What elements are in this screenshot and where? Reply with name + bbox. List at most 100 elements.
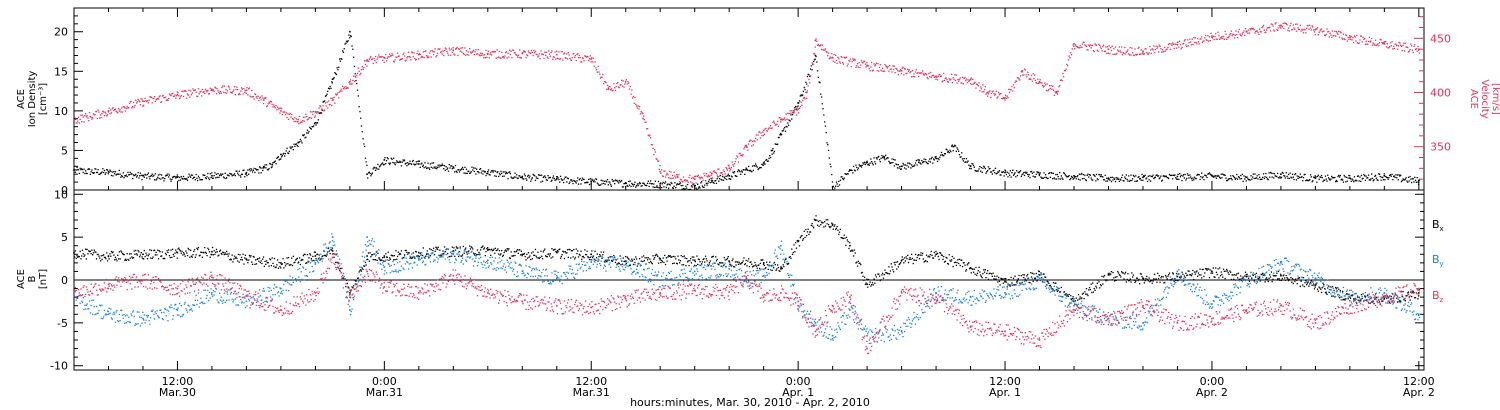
bx-point xyxy=(953,257,955,259)
velocity-point xyxy=(297,121,299,123)
velocity-point xyxy=(1177,41,1179,43)
density-point xyxy=(1388,177,1390,179)
density-point xyxy=(274,160,276,162)
velocity-point xyxy=(1231,35,1233,37)
bx-point xyxy=(311,260,313,262)
velocity-point xyxy=(672,174,674,177)
bx-point xyxy=(1104,279,1106,281)
velocity-point xyxy=(559,58,561,60)
density-point xyxy=(1215,177,1218,179)
density-point xyxy=(831,181,834,183)
bx-point xyxy=(123,254,125,256)
bx-point xyxy=(896,261,899,263)
velocity-point xyxy=(623,86,625,88)
velocity-point xyxy=(1225,33,1227,35)
bx-point xyxy=(200,251,202,253)
velocity-point xyxy=(298,123,300,125)
density-point xyxy=(549,176,551,179)
bx-point xyxy=(235,256,237,258)
bx-point xyxy=(1135,277,1138,279)
density-point xyxy=(682,187,685,190)
velocity-point xyxy=(167,99,169,101)
velocity-point xyxy=(1362,36,1364,39)
density-point xyxy=(808,74,810,76)
velocity-point xyxy=(1215,33,1217,35)
bx-point xyxy=(553,249,555,251)
velocity-point xyxy=(282,111,284,113)
density-point xyxy=(1222,174,1225,176)
velocity-point xyxy=(1056,93,1059,95)
density-point xyxy=(637,184,639,187)
density-point xyxy=(1307,179,1309,182)
density-point xyxy=(795,108,798,110)
velocity-point xyxy=(616,82,618,85)
velocity-point xyxy=(780,121,782,123)
density-point xyxy=(1135,180,1138,182)
density-point xyxy=(736,175,738,177)
density-point xyxy=(798,100,801,102)
density-point xyxy=(733,172,735,174)
velocity-data-point xyxy=(1142,50,1144,53)
bx-point xyxy=(1089,288,1091,291)
density-point xyxy=(1272,172,1274,175)
velocity-point xyxy=(1005,97,1008,99)
bx-point xyxy=(1201,268,1203,271)
bx-point xyxy=(102,254,104,257)
velocity-point xyxy=(395,56,397,58)
velocity-point xyxy=(295,118,298,120)
bx-point xyxy=(817,220,819,223)
velocity-point xyxy=(335,93,337,95)
velocity-point xyxy=(563,52,566,54)
density-point xyxy=(1225,177,1227,179)
density-point xyxy=(787,122,789,124)
density-point xyxy=(1261,178,1263,180)
bx-point xyxy=(1001,278,1004,280)
density-point xyxy=(1132,174,1135,177)
density-point xyxy=(265,167,267,169)
bx-point xyxy=(850,250,852,252)
bx-point xyxy=(555,251,557,253)
density-point xyxy=(353,65,356,68)
velocity-point xyxy=(781,119,783,121)
density-point xyxy=(932,158,935,160)
density-point xyxy=(860,165,862,167)
velocity-point xyxy=(410,59,412,61)
bx-point xyxy=(808,233,810,235)
bx-point xyxy=(117,254,119,256)
velocity-point xyxy=(796,109,798,112)
velocity-point xyxy=(1164,50,1167,52)
bx-point xyxy=(323,250,325,252)
bx-point xyxy=(816,224,819,226)
bx-point xyxy=(234,257,236,259)
bx-point xyxy=(494,247,497,249)
bx-point xyxy=(453,247,455,249)
velocity-point xyxy=(870,66,872,68)
density-point xyxy=(1375,177,1377,179)
velocity-data-point xyxy=(659,170,661,173)
density-point xyxy=(88,168,91,170)
density-point xyxy=(1401,179,1403,182)
bx-point xyxy=(776,268,778,270)
velocity-point xyxy=(974,81,976,83)
density-point xyxy=(240,173,243,176)
velocity-point xyxy=(1193,36,1195,39)
bx-point xyxy=(773,267,775,269)
density-point xyxy=(1249,179,1251,181)
bx-point xyxy=(756,267,758,269)
bx-point xyxy=(419,252,421,255)
density-point xyxy=(385,160,388,162)
velocity-point xyxy=(1193,41,1196,44)
velocity-point xyxy=(1059,79,1062,81)
bx-point xyxy=(164,257,166,260)
bx-point xyxy=(461,255,463,257)
bx-point xyxy=(497,248,499,250)
velocity-point xyxy=(833,54,835,56)
density-point xyxy=(356,89,359,91)
density-point xyxy=(284,155,286,157)
velocity-point xyxy=(325,105,327,107)
density-point xyxy=(665,186,667,189)
velocity-point xyxy=(1378,45,1380,47)
density-point xyxy=(215,173,218,175)
velocity-point xyxy=(98,111,100,113)
bx-point xyxy=(620,264,622,266)
